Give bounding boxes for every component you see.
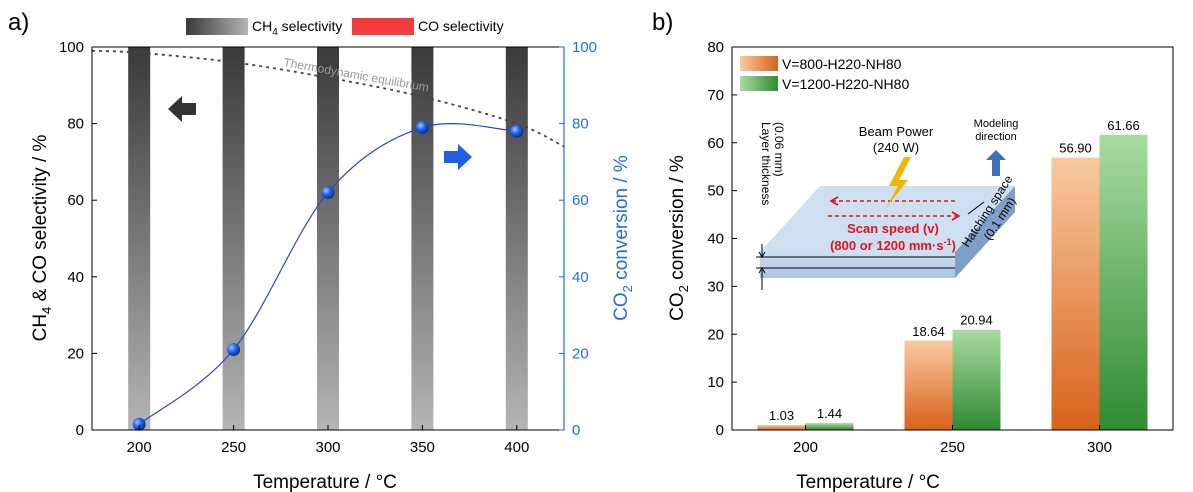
legend-b-series-1-swatch	[740, 56, 778, 71]
bar-label-300-series-2: 61.66	[1107, 118, 1140, 133]
y-tick-label: 50	[707, 183, 724, 200]
ch4-bar-400	[505, 47, 528, 430]
x-tick-label: 350	[410, 439, 435, 456]
chart-a-xlabel: Temperature / °C	[253, 472, 397, 492]
bar-250-series-2	[952, 329, 1001, 430]
inset-schematic: Beam Power (240 W) Modeling direction La…	[756, 118, 1019, 290]
inset-layer-thickness: Layer thickness	[759, 122, 773, 205]
y-tick-label: 0	[716, 422, 724, 439]
y-tick-label-right: 0	[572, 422, 580, 439]
bar-300-series-2	[1099, 134, 1148, 431]
y-tick-label-left: 20	[67, 345, 84, 362]
modeling-direction-arrow-icon	[986, 150, 1006, 176]
y-tick-label: 70	[707, 87, 724, 104]
y-tick-label: 20	[707, 326, 724, 343]
y-tick-label-right: 20	[572, 345, 589, 362]
inset-scan-speed: Scan speed (v)	[847, 221, 939, 236]
conversion-fit-curve	[138, 123, 517, 425]
bar-200-series-2	[805, 423, 854, 430]
chart-b-xlabel: Temperature / °C	[796, 472, 940, 492]
y-tick-label: 30	[707, 278, 724, 295]
legend-b-series-1-label: V=800-H220-NH80	[782, 56, 902, 72]
x-tick-label: 300	[315, 439, 340, 456]
y-tick-label: 80	[707, 39, 724, 56]
bar-label-200-series-1: 1.03	[769, 408, 794, 423]
bar-250-series-1	[904, 340, 953, 430]
ch4-bar-300	[317, 47, 339, 430]
x-tick-label: 400	[504, 439, 529, 456]
right-arrow-icon	[444, 144, 472, 170]
layer-arrowhead-top	[758, 251, 766, 258]
conversion-point-250	[227, 343, 241, 357]
lightning-bolt-icon	[886, 157, 911, 208]
legend-a: CH4 selectivity CO selectivity	[186, 18, 504, 38]
legend-ch4-label: CH4 selectivity	[252, 18, 342, 38]
hatch-arrow	[967, 201, 985, 215]
bar-label-250-series-2: 20.94	[960, 313, 993, 328]
scan-arrow-right-icon	[951, 211, 961, 221]
x-tick-label: 200	[793, 439, 818, 456]
slab-front-face	[760, 252, 955, 278]
chart-a-ylabel-right: CO2 conversion / %	[611, 155, 635, 321]
y-tick-label: 10	[707, 374, 724, 391]
y-tick-label-left: 0	[76, 422, 84, 439]
legend-ch4-swatch	[186, 18, 248, 35]
ch4-bar-250	[222, 47, 245, 430]
left-arrow-icon	[168, 96, 196, 122]
layer-arrowhead-bottom	[758, 267, 766, 274]
y-tick-label: 60	[707, 135, 724, 152]
ch4-bar-350	[411, 47, 434, 430]
legend-co-swatch	[352, 18, 414, 35]
y-tick-label-left: 100	[59, 39, 84, 56]
inset-beam-watts: (240 W)	[873, 140, 919, 155]
legend-b-series-2-label: V=1200-H220-NH80	[782, 76, 909, 92]
x-tick-label: 250	[940, 439, 965, 456]
inset-layer-value: (0.06 mm)	[772, 122, 786, 177]
x-tick-label: 250	[221, 439, 246, 456]
y-tick-label-left: 40	[67, 269, 84, 286]
bar-label-250-series-1: 18.64	[912, 324, 945, 339]
equilibrium-curve	[91, 49, 565, 148]
slab-top-face	[760, 186, 1015, 252]
inset-scan-values: (800 or 1200 mm·s-1)	[830, 237, 956, 253]
scan-arrow-left-icon	[829, 196, 839, 206]
y-tick-label-left: 60	[67, 192, 84, 209]
y-tick-label-left: 80	[67, 116, 84, 133]
bar-label-200-series-2: 1.44	[817, 406, 842, 421]
conversion-point-200	[132, 417, 146, 431]
conversion-point-400	[510, 124, 524, 138]
conversion-point-300	[321, 186, 335, 200]
bar-label-300-series-1: 56.90	[1059, 141, 1092, 156]
chart-b-plot-area: 1.03 1.44 200 18.64 20.94 250 56.90 61.66 300 0 10…	[707, 39, 1174, 456]
y-tick-label-right: 100	[572, 39, 597, 56]
inset-modeling: Modeling	[974, 118, 1019, 130]
legend-co-label: CO selectivity	[418, 18, 504, 34]
slab-right-face	[955, 186, 1015, 278]
equilibrium-label: Thermodynamic equilibrium	[282, 55, 430, 94]
chart-a-plot-area: Thermodynamic equilibrium 0 0 20 20 40 40 60 60 8…	[59, 39, 597, 456]
y-tick-label-right: 60	[572, 192, 589, 209]
y-tick-label-right: 80	[572, 116, 589, 133]
panel-b-label: b)	[652, 9, 673, 36]
chart-a-ylabel-left: CH4 & CO selectivity / %	[30, 135, 54, 342]
legend-b-series-2-swatch	[740, 76, 778, 91]
y-tick-label-right: 40	[572, 269, 589, 286]
x-tick-label: 200	[127, 439, 152, 456]
bar-300-series-1	[1051, 157, 1100, 430]
panel-a-label: a)	[8, 9, 29, 36]
inset-direction: direction	[975, 131, 1017, 143]
ch4-bar-200	[128, 47, 151, 430]
conversion-point-350	[415, 120, 429, 134]
legend-b: V=800-H220-NH80 V=1200-H220-NH80	[740, 56, 909, 92]
chart-b-ylabel: CO2 conversion / %	[667, 155, 691, 321]
inset-beam-power: Beam Power	[859, 124, 934, 139]
x-tick-label: 300	[1087, 439, 1112, 456]
y-tick-label: 40	[707, 231, 724, 248]
bar-200-series-1	[757, 425, 806, 430]
